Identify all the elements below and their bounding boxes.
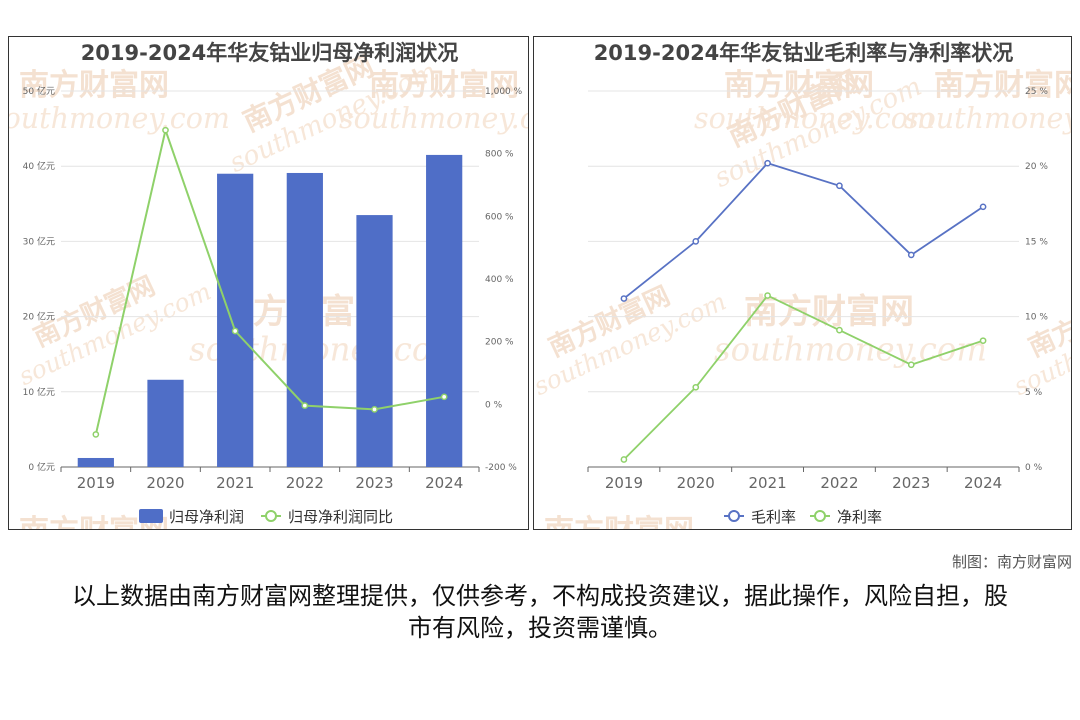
net-margin-point-2020 <box>692 383 700 391</box>
watermark-en-text: southmoney.com <box>9 102 230 135</box>
y-left-tick-label: 0 亿元 <box>28 461 55 473</box>
x-tick-label: 2019 <box>77 474 115 492</box>
bar-2022 <box>286 172 323 467</box>
gross-margin-line <box>623 162 984 300</box>
x-tick-label: 2024 <box>425 474 463 492</box>
chart-title: 2019-2024年华友钴业毛利率与净利率状况 <box>594 41 1014 65</box>
watermark-en-text: southmoney.com <box>694 102 935 135</box>
gross-margin-point-2022 <box>836 182 843 190</box>
legend-label: 净利率 <box>837 508 882 526</box>
legend-swatch-marker <box>814 510 826 522</box>
net-margin-line <box>623 294 984 461</box>
y-left-tick-label: 20 亿元 <box>23 311 55 323</box>
legend-swatch-marker <box>728 510 740 522</box>
bar-2019 <box>77 457 114 467</box>
bar-2024 <box>426 154 463 468</box>
watermark-en-text: southmoney.com <box>904 102 1072 135</box>
x-tick-label: 2021 <box>748 474 786 492</box>
disclaimer-text: 以上数据由南方财富网整理提供，仅供参考，不构成投资建议，据此操作，风险自担，股市… <box>72 582 1008 642</box>
x-tick-label: 2019 <box>605 474 643 492</box>
x-tick-label: 2020 <box>146 474 184 492</box>
yoy-point-2019 <box>92 431 100 438</box>
y-left-tick-label: 40 亿元 <box>23 160 55 172</box>
y-right-tick-label: 15 % <box>1025 237 1048 247</box>
net-profit-chart-panel: 南方财富网 southmoney.com 南方财富网 southmoney.com 南方… <box>8 36 529 530</box>
x-tick-label: 2020 <box>677 474 715 492</box>
yoy-point-2020 <box>162 126 169 134</box>
legend-line-marker <box>265 510 277 522</box>
watermark-cn-text: 南方财富网 <box>544 514 694 530</box>
chart-credit: 制图：南方财富网 <box>951 553 1072 571</box>
net-margin-point-2021 <box>764 292 771 299</box>
yoy-point-2023 <box>371 405 378 413</box>
y-right-tick-label: 25 % <box>1025 87 1048 97</box>
x-tick-label: 2023 <box>355 474 393 492</box>
watermark-cn-text: 南方财富网 <box>934 68 1072 103</box>
y-right-tick-label: 10 % <box>1025 313 1048 323</box>
net-margin-point-2023 <box>907 361 915 369</box>
gross-margin-point-2023 <box>907 251 915 259</box>
watermark-en-text: southmoney.com <box>339 102 529 135</box>
y-right-tick-label: 400 % <box>485 275 514 285</box>
yoy-line <box>94 126 445 435</box>
yoy-point-2021 <box>231 327 239 335</box>
watermark-cn-text: 南方财富网 <box>369 68 519 103</box>
y-right-tick-label: 5 % <box>1025 388 1043 398</box>
x-tick-label: 2024 <box>964 474 1002 492</box>
x-tick-label: 2021 <box>216 474 254 492</box>
bar-2020 <box>147 379 184 467</box>
gross-margin-point-2021 <box>764 159 771 167</box>
legend-bar-label: 归母净利润 <box>169 508 244 526</box>
watermark-cn-text: 南方财富网 <box>19 68 169 103</box>
net-margin-point-2022 <box>836 326 843 334</box>
y-right-tick-label: 20 % <box>1025 162 1048 172</box>
y-left-tick-label: 10 亿元 <box>23 386 55 398</box>
watermark-cn-text: 南方财富网 <box>724 68 874 103</box>
y-right-tick-label: 800 % <box>485 150 514 160</box>
y-right-tick-label: 0 % <box>1025 463 1043 473</box>
gross-margin-point-2024 <box>979 203 987 211</box>
net-margin-point-2024 <box>979 337 987 345</box>
gross-margin-point-2020 <box>692 238 700 245</box>
net-margin-point-2019 <box>620 456 628 463</box>
bar-2021 <box>217 173 254 467</box>
legend-label: 毛利率 <box>751 508 796 526</box>
yoy-point-2022 <box>301 402 309 409</box>
yoy-point-2024 <box>440 393 448 401</box>
watermark-cn-text: 南方财富网 <box>19 514 169 530</box>
x-tick-label: 2022 <box>286 474 324 492</box>
watermark-en-text: southmoney.com <box>714 330 987 368</box>
gross-margin-point-2019 <box>620 295 628 302</box>
y-left-tick-label: 30 亿元 <box>23 235 55 247</box>
margin-chart-panel: 南方财富网 southmoney.com 南方财富网 southmoney.com 南方… <box>533 36 1072 530</box>
y-right-tick-label: -200 % <box>485 463 517 473</box>
y-right-tick-label: 600 % <box>485 212 514 222</box>
y-right-tick-label: 0 % <box>485 400 503 410</box>
legend-line-label: 归母净利润同比 <box>288 508 393 526</box>
y-right-tick-label: 1,000 % <box>485 87 523 97</box>
x-tick-label: 2023 <box>892 474 930 492</box>
y-right-tick-label: 200 % <box>485 338 514 348</box>
bar-2023 <box>356 215 393 467</box>
y-left-tick-label: 50 亿元 <box>23 85 55 97</box>
chart-title: 2019-2024年华友钴业归母净利润状况 <box>81 41 459 65</box>
x-tick-label: 2022 <box>820 474 858 492</box>
legend-bar-swatch <box>139 509 163 523</box>
